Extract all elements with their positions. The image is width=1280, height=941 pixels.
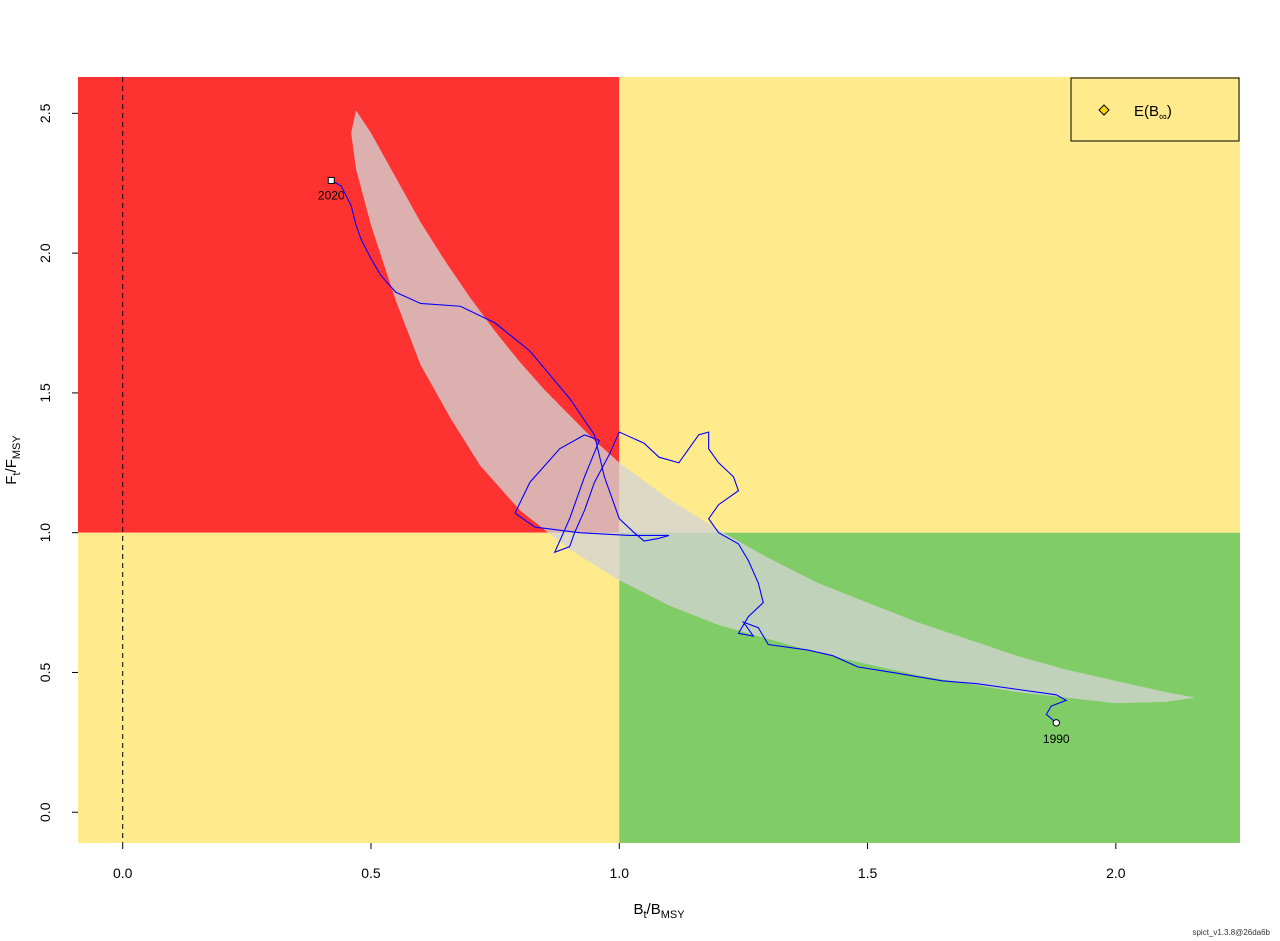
- x-tick-label: 1.0: [610, 865, 630, 881]
- y-tick-label: 1.0: [37, 523, 53, 543]
- x-tick-label: 1.5: [858, 865, 878, 881]
- version-stamp: spict_v1.3.8@26da6b: [1192, 928, 1270, 937]
- x-tick-label: 2.0: [1106, 865, 1126, 881]
- start-point-marker: [1052, 719, 1060, 727]
- quadrant-top-right: [619, 77, 1240, 533]
- x-axis: 0.0 0.5 1.0 1.5 2.0: [113, 843, 1126, 881]
- y-tick-label: 2.5: [37, 103, 53, 123]
- y-tick-label: 1.5: [37, 383, 53, 403]
- legend-label: E(B∞): [1134, 103, 1172, 123]
- end-year-label: 2020: [318, 188, 345, 202]
- y-tick-label: 0.5: [37, 663, 53, 683]
- y-tick-label: 2.0: [37, 243, 53, 263]
- start-year-label: 1990: [1043, 732, 1070, 746]
- diamond-marker-icon: [1098, 104, 1110, 116]
- y-tick-label: 0.0: [37, 802, 53, 822]
- y-axis-label: Ft/FMSY: [3, 435, 23, 485]
- end-point-marker: [327, 176, 335, 184]
- quadrant-bottom-left: [78, 532, 620, 843]
- y-axis: 0.0 0.5 1.0 1.5 2.0 2.5: [37, 103, 78, 822]
- x-axis-label: Bt/BMSY: [633, 901, 685, 921]
- x-tick-label: 0.0: [113, 865, 133, 881]
- x-tick-label: 0.5: [361, 865, 381, 881]
- trajectory-line: [330, 179, 1068, 724]
- legend: E(B∞): [1070, 77, 1240, 142]
- confidence-region: [351, 110, 1196, 704]
